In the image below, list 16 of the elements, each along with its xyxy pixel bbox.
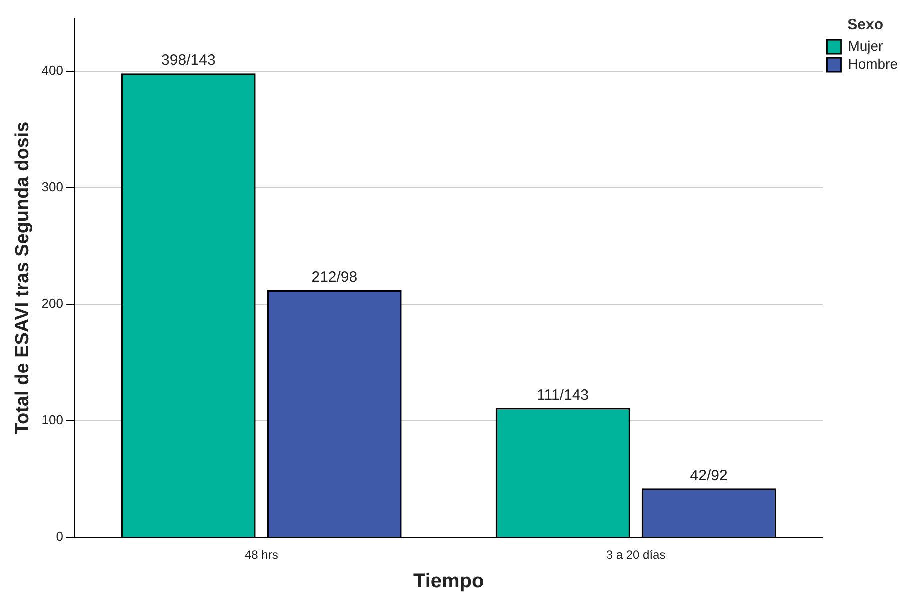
x-tick-label: 3 a 20 días	[606, 548, 666, 562]
data-label: 398/143	[162, 52, 216, 70]
legend-title: Sexo	[848, 16, 884, 34]
y-tick-label: 400	[42, 62, 64, 78]
data-label: 212/98	[312, 269, 358, 286]
data-label: 42/92	[690, 467, 728, 484]
y-tick-label: 0	[56, 529, 64, 544]
x-tick-label: 48 hrs	[244, 548, 278, 562]
x-axis-title: Tiempo	[413, 570, 484, 593]
legend-label: Hombre	[848, 56, 898, 72]
y-axis-title: Total de ESAVI tras Segunda dosis	[12, 122, 34, 435]
legend-label: Mujer	[848, 38, 884, 54]
y-tick-label: 200	[42, 296, 64, 312]
y-tick-label: 100	[42, 412, 64, 428]
data-label: 111/143	[537, 386, 590, 404]
y-tick-label: 300	[42, 179, 64, 194]
